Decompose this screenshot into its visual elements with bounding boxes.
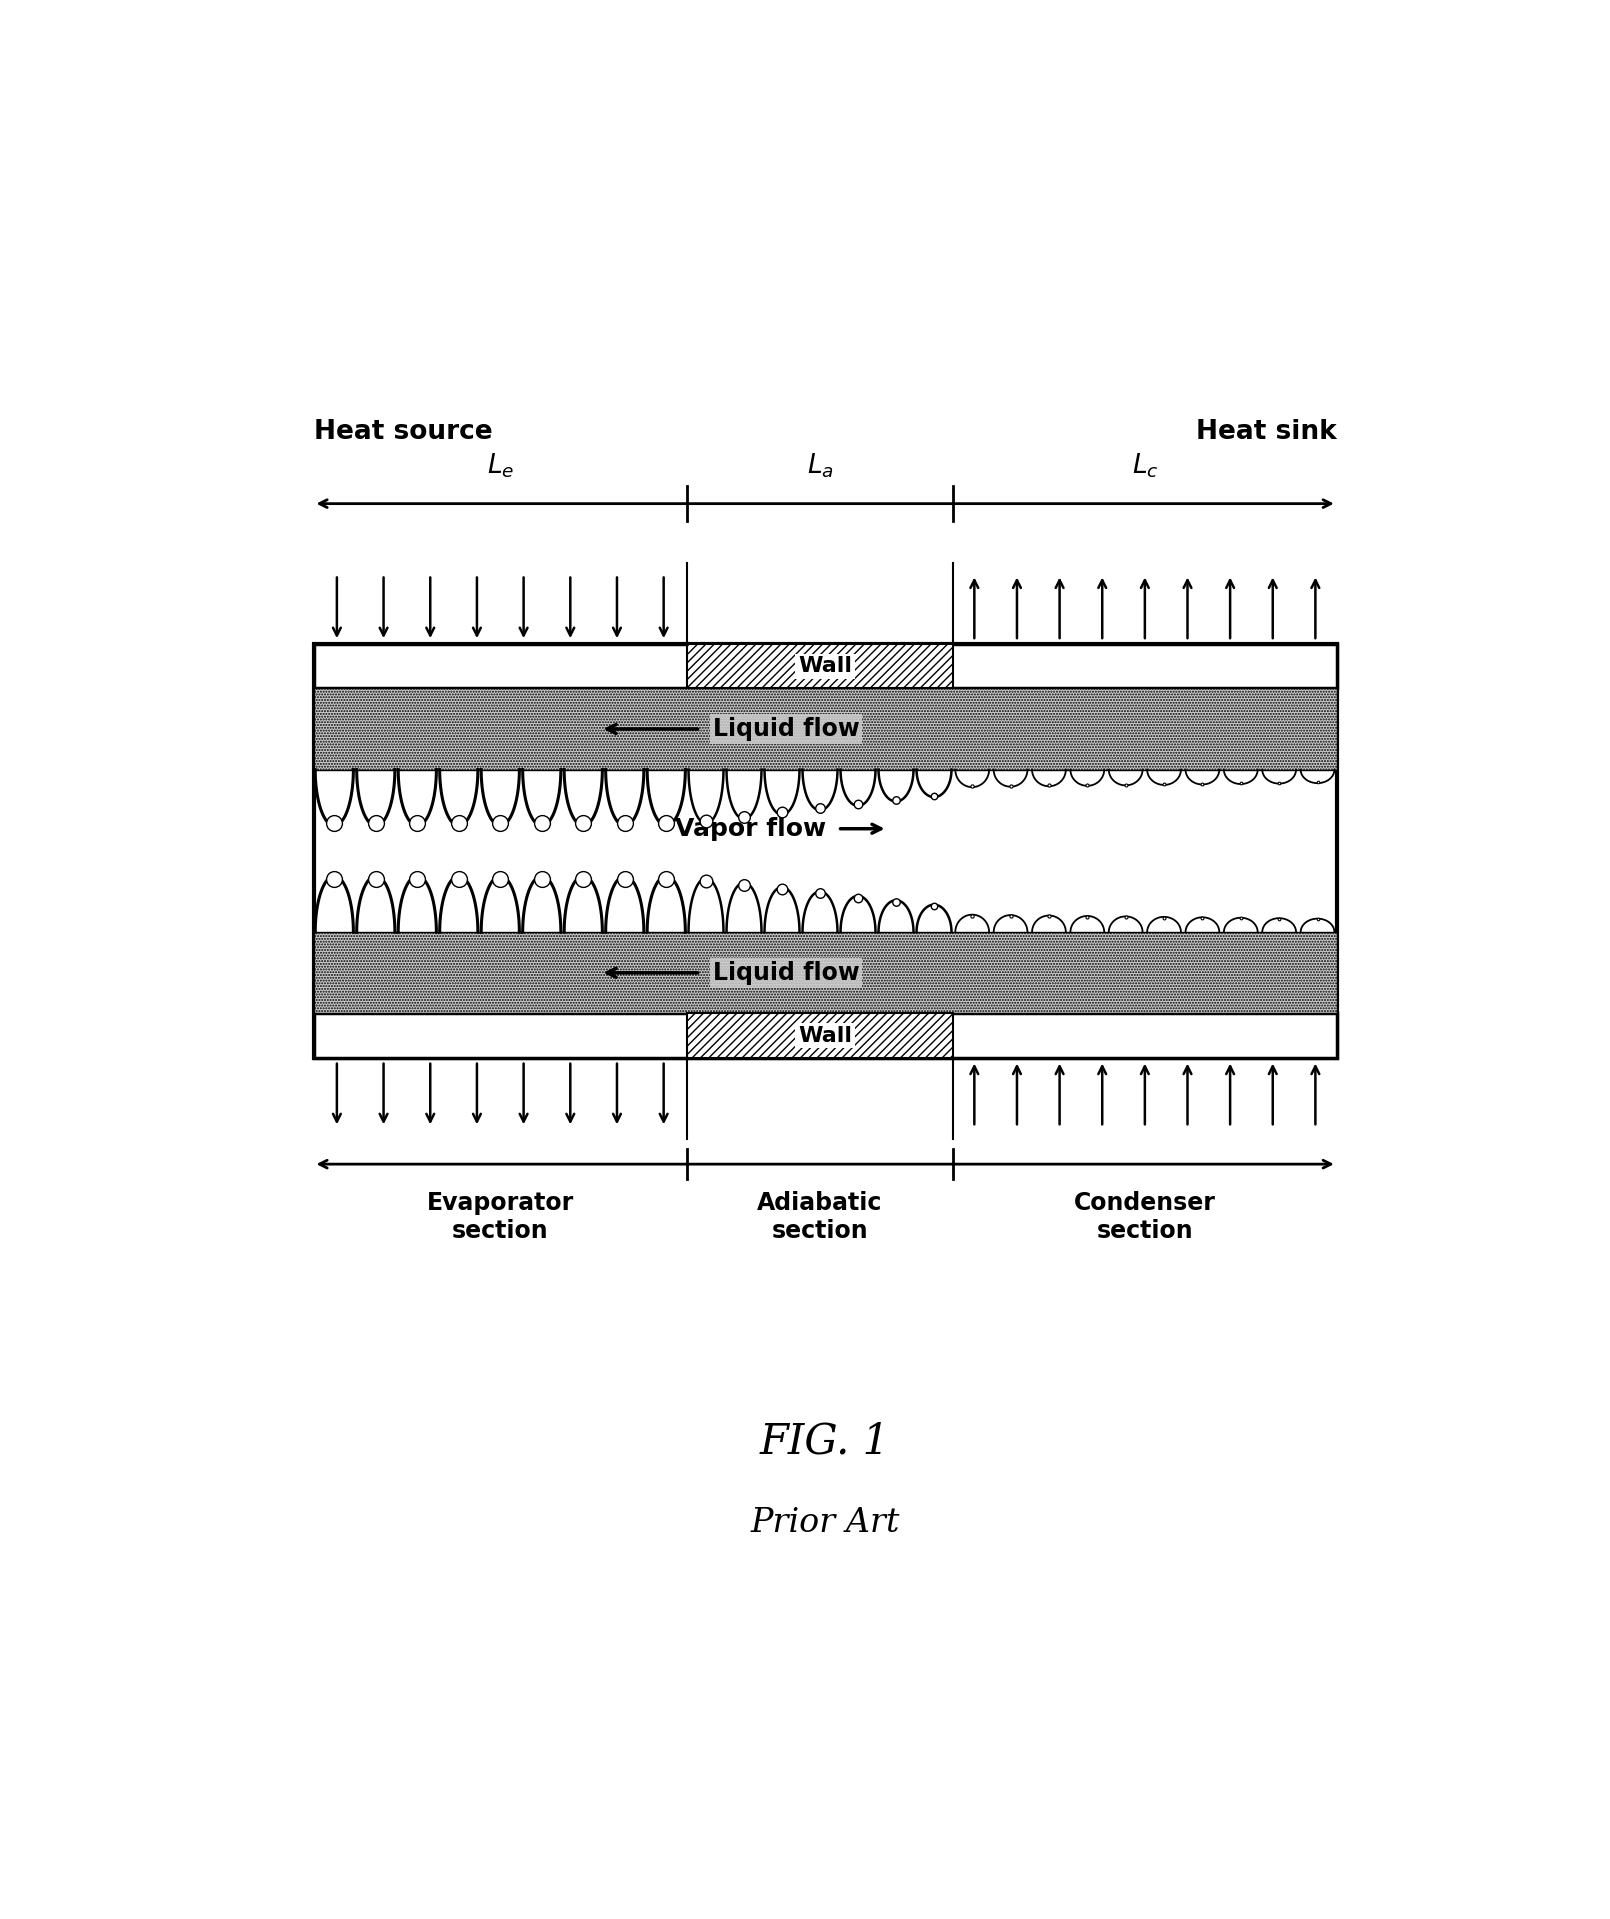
Text: $L_a$: $L_a$ bbox=[807, 451, 834, 480]
Text: Prior Art: Prior Art bbox=[750, 1506, 900, 1539]
Bar bbox=[314, 1013, 1336, 1057]
Text: $L_e$: $L_e$ bbox=[486, 451, 514, 480]
Text: Vapor flow: Vapor flow bbox=[676, 817, 826, 841]
Bar bbox=[314, 645, 1336, 1057]
Text: FIG. 1: FIG. 1 bbox=[760, 1420, 890, 1462]
Bar bbox=[314, 645, 1336, 689]
Text: Wall: Wall bbox=[799, 656, 852, 675]
Text: Liquid flow: Liquid flow bbox=[713, 718, 860, 741]
Text: $L_c$: $L_c$ bbox=[1132, 451, 1158, 480]
Bar bbox=[314, 689, 1336, 770]
Bar bbox=[687, 1013, 953, 1057]
Text: Evaporator
section: Evaporator section bbox=[427, 1190, 573, 1242]
Bar bbox=[314, 933, 1336, 1013]
Text: Wall: Wall bbox=[799, 1025, 852, 1046]
Text: Adiabatic
section: Adiabatic section bbox=[757, 1190, 882, 1242]
Text: Heat sink: Heat sink bbox=[1196, 418, 1336, 445]
Text: Heat source: Heat source bbox=[314, 418, 493, 445]
Text: Condenser
section: Condenser section bbox=[1074, 1190, 1216, 1242]
Text: Liquid flow: Liquid flow bbox=[713, 961, 860, 984]
Bar bbox=[687, 645, 953, 689]
